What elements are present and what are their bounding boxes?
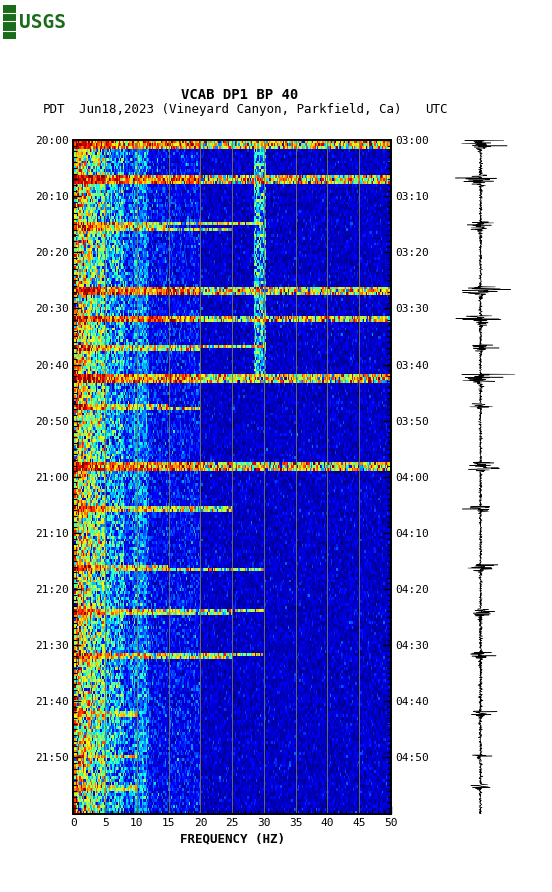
X-axis label: FREQUENCY (HZ): FREQUENCY (HZ)	[179, 832, 285, 846]
Text: USGS: USGS	[19, 13, 66, 32]
Text: PDT: PDT	[43, 103, 65, 116]
FancyBboxPatch shape	[3, 4, 17, 38]
Text: UTC: UTC	[425, 103, 447, 116]
Text: VCAB DP1 BP 40: VCAB DP1 BP 40	[182, 87, 299, 102]
Text: Jun18,2023 (Vineyard Canyon, Parkfield, Ca): Jun18,2023 (Vineyard Canyon, Parkfield, …	[79, 103, 401, 116]
